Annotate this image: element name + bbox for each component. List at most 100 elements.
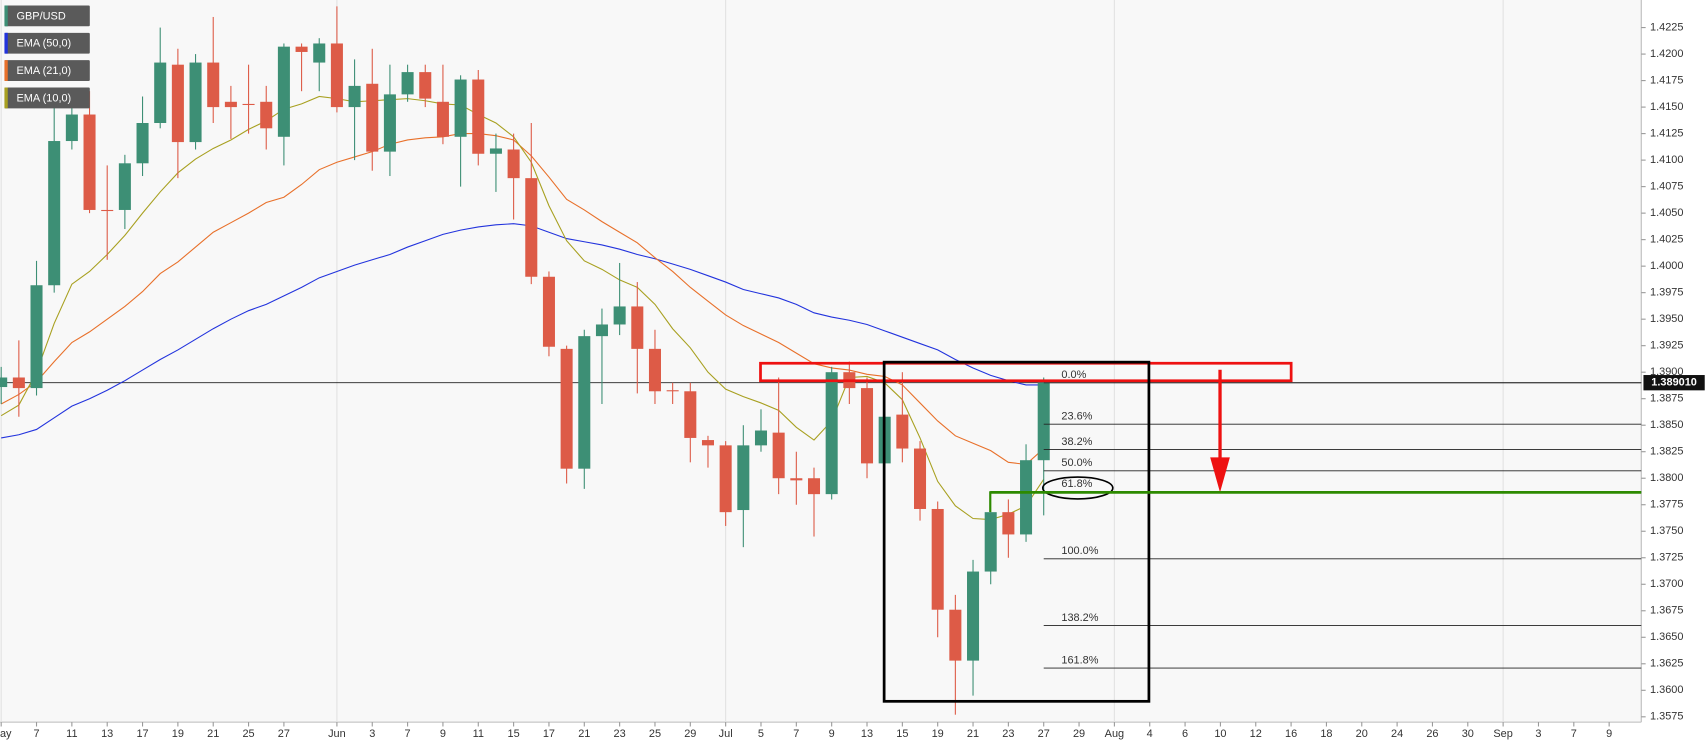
candle-body xyxy=(719,445,732,513)
y-tick-label: 1.4000 xyxy=(1650,260,1683,272)
y-tick-label: 1.3625 xyxy=(1650,658,1683,670)
y-tick-label: 1.4075 xyxy=(1650,181,1683,193)
fib-label: 100.0% xyxy=(1061,545,1098,557)
x-tick-label: 26 xyxy=(1426,728,1438,740)
x-tick-label: 7 xyxy=(793,728,799,740)
ema-line xyxy=(0,95,1045,521)
y-tick-label: 1.3675 xyxy=(1650,605,1683,617)
legend-swatch xyxy=(4,87,8,109)
marks: 0.0% 23.6% 38.2% 50.0% 61.8% 100.0% 138.2% 161.… xyxy=(0,6,1705,715)
candle-body xyxy=(949,609,962,661)
legend: GBP/USD EMA (50,0) EMA (21,0) EMA (10,0) xyxy=(4,5,90,109)
plot-background xyxy=(0,0,1641,722)
candle-body xyxy=(790,478,803,481)
legend-box xyxy=(4,32,90,54)
x-tick-label: 20 xyxy=(1356,728,1368,740)
y-tick-label: 1.3775 xyxy=(1650,499,1683,511)
candle-body xyxy=(666,390,679,392)
x-tick-label: 3 xyxy=(369,728,375,740)
candle-body xyxy=(242,103,255,106)
x-tick-label: 10 xyxy=(1214,728,1226,740)
candle-body xyxy=(118,163,131,210)
x-tick-label: Aug xyxy=(1105,728,1124,740)
candle-body xyxy=(136,123,149,164)
fib-label: 0.0% xyxy=(1061,369,1086,381)
candle-body xyxy=(807,478,821,495)
x-tick-label: 17 xyxy=(543,728,555,740)
candle-body xyxy=(48,141,61,286)
y-tick-label: 1.4200 xyxy=(1650,48,1683,60)
candle-body xyxy=(914,448,927,509)
y-tick-label: 1.4125 xyxy=(1650,127,1683,139)
y-tick-label: 1.3800 xyxy=(1650,472,1683,484)
legend-swatch xyxy=(4,60,8,81)
y-tick-label: 1.4050 xyxy=(1650,207,1683,219)
x-tick-label: Jun xyxy=(328,728,346,740)
candle-body xyxy=(401,72,414,95)
x-tick-label: 30 xyxy=(1462,728,1474,740)
x-tick-label: 6 xyxy=(1182,728,1188,740)
fib-label: 61.8% xyxy=(1061,478,1092,490)
x-tick-label: 19 xyxy=(172,728,184,740)
x-tick-label: 7 xyxy=(33,728,39,740)
legend-box xyxy=(4,5,90,27)
x-tick-label: 3 xyxy=(1535,728,1541,740)
y-tick-label: 1.4175 xyxy=(1650,74,1683,86)
x-tick-label: 13 xyxy=(861,728,873,740)
legend-label: EMA (21,0) xyxy=(17,65,72,77)
candle-body xyxy=(1020,460,1033,535)
x-tick-label: 15 xyxy=(508,728,520,740)
fib-label: 50.0% xyxy=(1061,457,1092,469)
candle-body xyxy=(171,64,184,143)
fib-label: 23.6% xyxy=(1061,410,1092,422)
x-tick-label: 18 xyxy=(1320,728,1332,740)
x-tick-label: 25 xyxy=(242,728,254,740)
x-tick-label: 7 xyxy=(405,728,411,740)
candle-body xyxy=(507,149,520,179)
candle-body xyxy=(525,178,538,277)
legend-box xyxy=(4,60,90,81)
y-tick-label: 1.3975 xyxy=(1650,287,1683,299)
candle-body xyxy=(189,62,202,143)
candle-body xyxy=(754,430,768,446)
candle-body xyxy=(207,62,220,108)
ema-line xyxy=(0,133,1045,466)
fib-label: 161.8% xyxy=(1061,654,1098,666)
candle-body xyxy=(542,276,555,347)
candle-body xyxy=(860,388,874,464)
x-tick-label: 13 xyxy=(101,728,113,740)
candle-body xyxy=(65,114,78,142)
arrow-head xyxy=(1210,457,1230,493)
x-tick-label: 25 xyxy=(649,728,661,740)
y-tick-label: 1.3650 xyxy=(1650,631,1683,643)
x-tick-label: 17 xyxy=(136,728,148,740)
candle-body xyxy=(825,372,838,495)
candle-body xyxy=(631,306,644,349)
annotations xyxy=(759,360,1642,703)
x-tick-label: 27 xyxy=(278,728,290,740)
legend-label: EMA (10,0) xyxy=(17,92,72,104)
fib-label: 38.2% xyxy=(1061,436,1092,448)
y-tick-label: 1.3700 xyxy=(1650,578,1683,590)
x-tick-label: 29 xyxy=(1073,728,1085,740)
candle-body xyxy=(560,348,573,469)
y-tick-label: 1.3925 xyxy=(1650,340,1683,352)
x-tick-label: 4 xyxy=(1147,728,1153,740)
candle-body xyxy=(383,94,396,152)
candle-body xyxy=(313,43,326,63)
y-tick-label: 1.3750 xyxy=(1650,525,1683,537)
candle-body xyxy=(436,101,449,137)
y-tick-label: 1.3950 xyxy=(1650,313,1683,325)
last-price-label: 1.389010 xyxy=(1651,377,1697,389)
candle-body xyxy=(472,79,485,154)
candle-body xyxy=(0,377,8,388)
x-tick-label: 9 xyxy=(1606,728,1612,740)
x-tick-label: 21 xyxy=(967,728,979,740)
y-tick-label: 1.4225 xyxy=(1650,21,1683,33)
y-tick-label: 1.4025 xyxy=(1650,234,1683,246)
candle-body xyxy=(419,72,432,99)
x-tick-label: 7 xyxy=(1571,728,1577,740)
y-tick-label: 1.4100 xyxy=(1650,154,1683,166)
